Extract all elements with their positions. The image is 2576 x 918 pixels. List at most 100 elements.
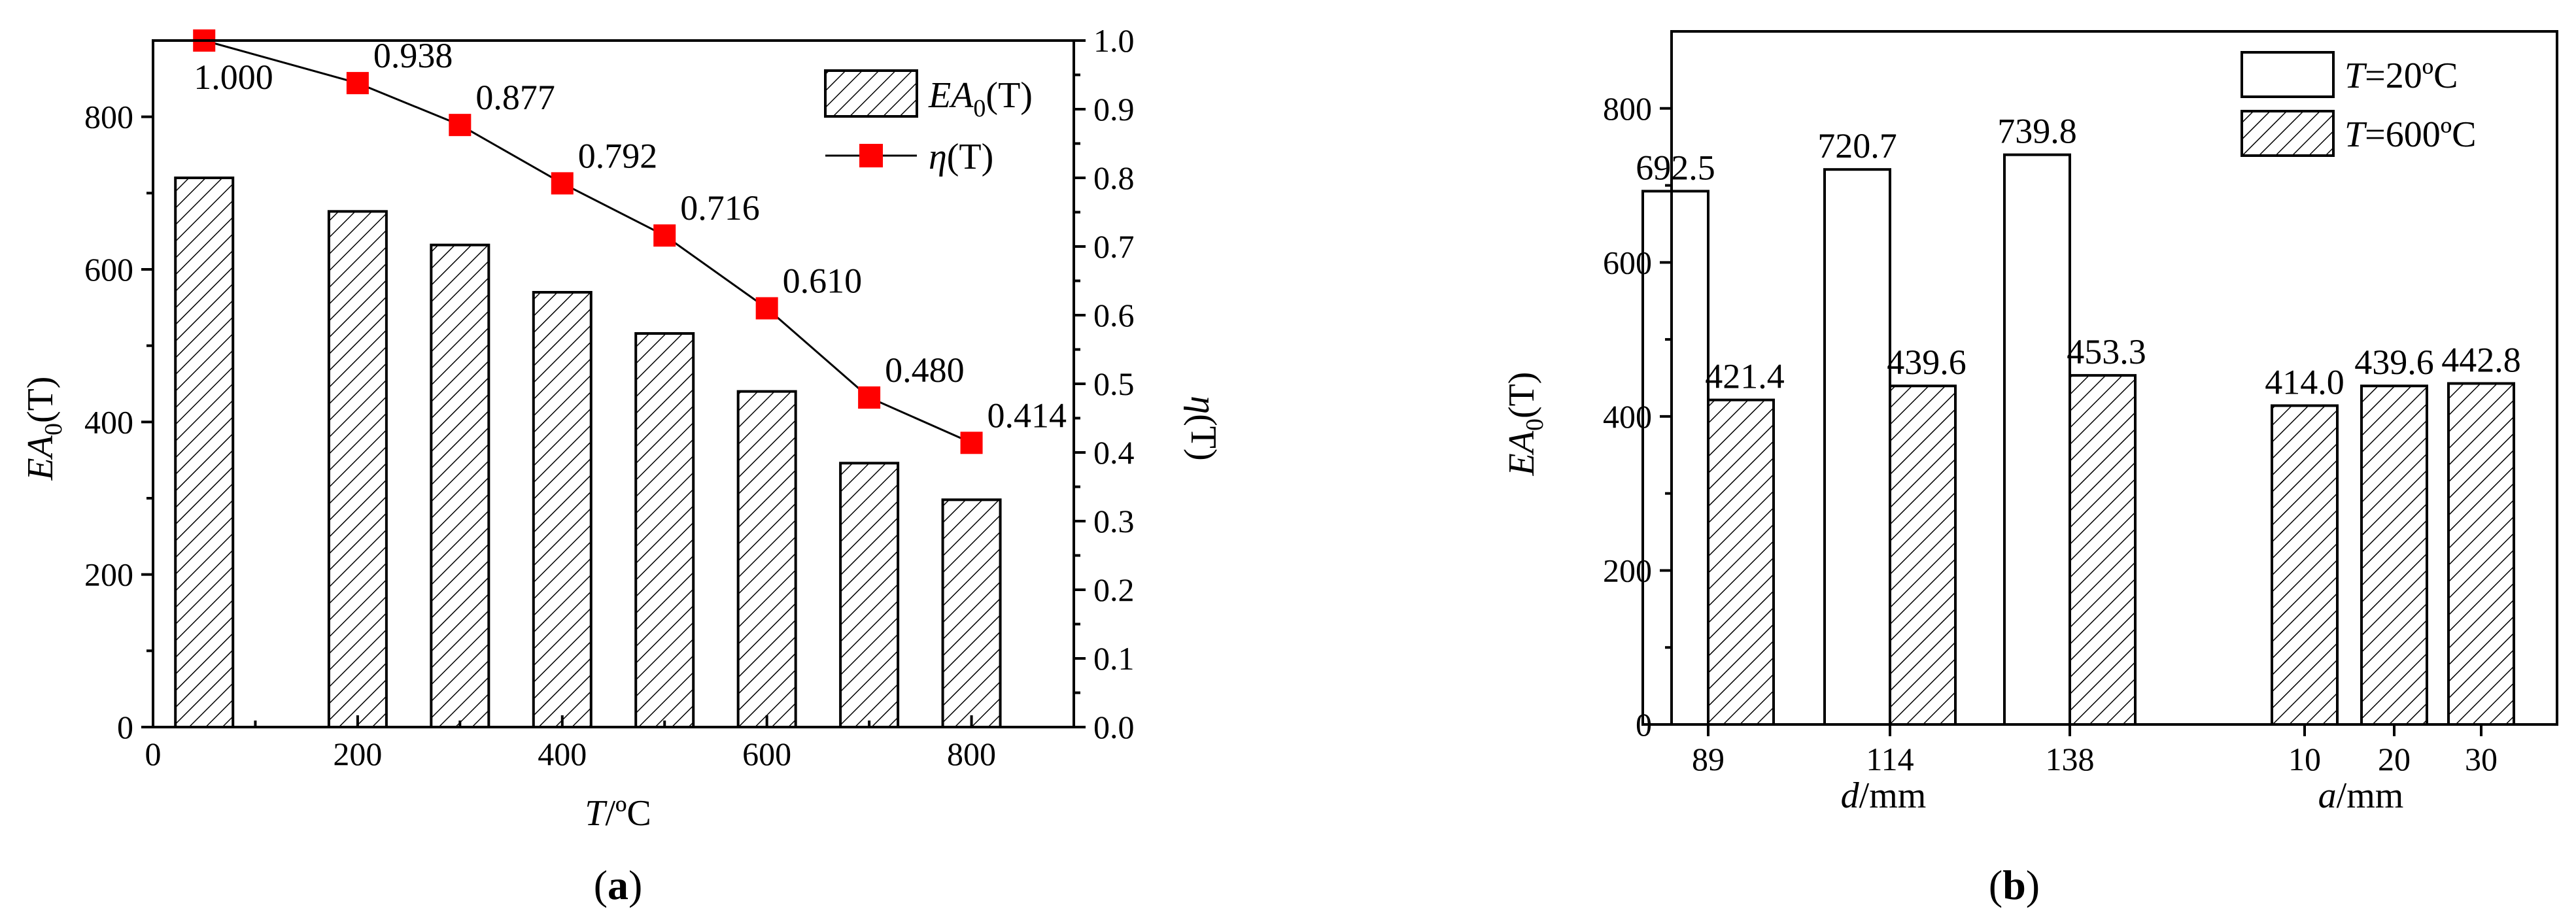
a-eta-label-50: 1.000 [194, 58, 273, 97]
a-y-right-axis-title: η(T) [1183, 396, 1224, 460]
a-eta-label-400: 0.792 [578, 136, 658, 175]
panel-b-chart: 692.5 421.4 720.7 439.6 739.8 453.3 414.0 439.6… [1502, 30, 2558, 908]
a-bar-700 [839, 462, 900, 728]
b-label-600C-d89: 421.4 [1705, 357, 1785, 396]
a-x-tick-label-400: 400 [538, 736, 587, 772]
panel-label-b: (b) [1989, 862, 2040, 908]
a-yr-tick-label-0.0: 0.0 [1093, 709, 1135, 745]
b-bars: 692.5 421.4 720.7 439.6 739.8 453.3 414.0 439.6… [1636, 112, 2521, 726]
a-legend-label-bars: EA0(T) [928, 75, 1033, 122]
a-yr-tick-label-0.3: 0.3 [1093, 503, 1135, 539]
b-bar-20C-d89 [1641, 190, 1709, 726]
b-bar-20C-d114 [1823, 168, 1891, 726]
a-yl-tick-label-0: 0 [117, 709, 133, 745]
a-x-tick-label-600: 600 [742, 736, 791, 772]
b-y-tick-label-600: 600 [1603, 244, 1652, 280]
b-bar-20C-d138 [2003, 153, 2071, 726]
b-x-tick-label-d114: 114 [1866, 741, 1914, 777]
a-ticks: 0 200 400 600 800 0 200 400 600 800 0.0 0.1 0.2 0.3 0.… [84, 22, 1135, 772]
a-bar-800 [941, 498, 1002, 728]
b-x-tick-label-a20: 20 [2378, 741, 2411, 777]
a-eta-point-400 [551, 172, 574, 195]
a-legend: EA0(T) η(T) [824, 69, 1033, 177]
a-yl-tick-label-400: 400 [84, 403, 133, 440]
b-bar-a30 [2447, 382, 2515, 726]
panel-a-chart: 1.0000.9380.8770.7920.7160.6100.4800.414… [20, 22, 1224, 908]
b-axes [1670, 30, 2558, 726]
a-y-left-axis-title: EA0(T) [20, 377, 67, 481]
b-bar-a10 [2271, 404, 2339, 726]
a-eta-label-300: 0.877 [475, 78, 555, 117]
a-x-tick-label-200: 200 [333, 736, 382, 772]
b-y-tick-label-400: 400 [1603, 398, 1652, 435]
b-legend-swatch-open [2241, 51, 2335, 98]
b-label-a20: 439.6 [2354, 343, 2434, 382]
a-legend-swatch-hatched [824, 69, 918, 118]
a-eta-label-600: 0.610 [783, 262, 863, 301]
b-label-600C-d114: 439.6 [1887, 343, 1966, 382]
b-bar-600C-d138 [2069, 374, 2137, 726]
a-yr-tick-label-0.7: 0.7 [1093, 228, 1135, 265]
a-yr-tick-label-0.6: 0.6 [1093, 297, 1135, 333]
a-yr-tick-label-0.4: 0.4 [1093, 434, 1135, 471]
a-bar-200 [327, 210, 388, 729]
a-bar-50 [174, 177, 235, 728]
a-eta-label-200: 0.938 [373, 36, 453, 75]
b-y-tick-label-0: 0 [1636, 706, 1652, 743]
b-y-tick-label-200: 200 [1603, 552, 1652, 588]
panel-label-a: (a) [594, 862, 643, 908]
b-x-tick-label-d89: 89 [1692, 741, 1725, 777]
a-eta-point-800 [960, 432, 983, 454]
a-yr-tick-label-0.1: 0.1 [1093, 640, 1135, 677]
b-bar-600C-d114 [1889, 384, 1957, 726]
b-legend-label-20: T=20ºC [2344, 56, 2458, 96]
b-bar-a20 [2360, 384, 2428, 726]
b-x-tick-label-a10: 10 [2288, 741, 2321, 777]
b-legend-label-600: T=600ºC [2344, 114, 2476, 155]
b-x-tick-label-a30: 30 [2465, 741, 2498, 777]
a-eta-series: 1.000 0.938 0.877 0.792 0.716 0.610 0.480 0.414 [193, 29, 1067, 454]
a-yr-tick-label-0.8: 0.8 [1093, 160, 1135, 196]
a-x-tick-label-800: 800 [947, 736, 996, 772]
b-x-axis-title-a: a/mm [2318, 775, 2404, 816]
b-legend: T=20ºC T=600ºC [2241, 51, 2476, 157]
a-yl-tick-label-800: 800 [84, 99, 133, 135]
a-eta-label-800: 0.414 [987, 396, 1067, 435]
a-yl-tick-label-200: 200 [84, 556, 133, 593]
b-label-a30: 442.8 [2441, 340, 2521, 379]
b-label-20C-d114: 720.7 [1817, 126, 1897, 165]
a-yr-tick-label-0.5: 0.5 [1093, 366, 1135, 402]
a-yr-tick-label-0.9: 0.9 [1093, 91, 1135, 128]
a-yr-tick-label-0.2: 0.2 [1093, 571, 1135, 608]
b-ticks: 89 114 138 10 20 30 0 200 400 600 800 [1603, 90, 2498, 777]
a-bar-600 [736, 390, 797, 728]
b-x-axis-title-d: d/mm [1841, 775, 1927, 816]
a-x-axis-title: T/ºC [585, 793, 651, 834]
b-plot-frame [1670, 30, 2558, 726]
a-bar-500 [634, 332, 695, 728]
b-label-20C-d138: 739.8 [1997, 112, 2077, 151]
a-eta-point-500 [653, 224, 676, 247]
a-yl-tick-label-600: 600 [84, 251, 133, 288]
a-eta-point-700 [858, 386, 881, 409]
b-label-600C-d138: 453.3 [2067, 332, 2146, 371]
b-y-axis-title: EA0(T) [1502, 372, 1549, 477]
a-eta-point-300 [449, 114, 472, 137]
a-eta-label-500: 0.716 [680, 188, 760, 228]
a-eta-point-600 [755, 297, 778, 320]
a-legend-label-eta: η(T) [929, 137, 993, 177]
a-eta-line [203, 39, 972, 444]
b-legend-swatch-hatched [2241, 110, 2335, 157]
a-x-tick-label-0: 0 [145, 736, 162, 772]
b-x-tick-label-d138: 138 [2046, 741, 2095, 777]
b-bar-600C-d89 [1707, 398, 1775, 726]
b-label-a10: 414.0 [2265, 362, 2344, 401]
a-legend-marker [859, 144, 883, 167]
a-bar-300 [430, 243, 490, 728]
a-bar-400 [532, 291, 592, 728]
a-eta-label-700: 0.480 [885, 350, 965, 390]
b-y-tick-label-800: 800 [1603, 90, 1652, 127]
b-label-20C-d89: 692.5 [1636, 148, 1715, 187]
a-yr-tick-label-1.0: 1.0 [1093, 22, 1135, 59]
